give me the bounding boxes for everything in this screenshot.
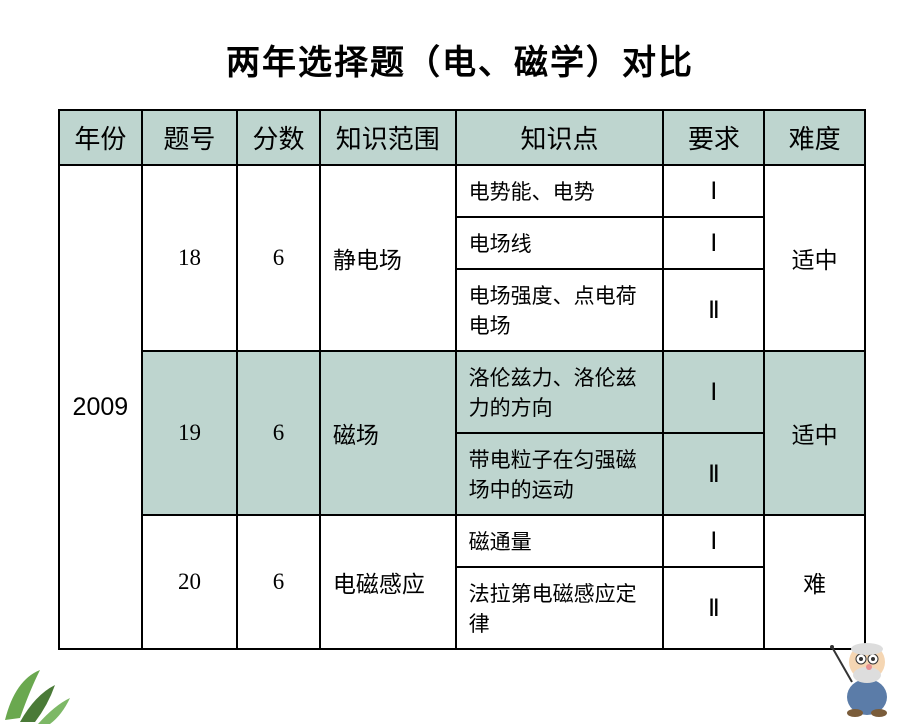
cell-scope: 磁场 bbox=[320, 351, 456, 515]
cell-kp: 电势能、电势 bbox=[456, 165, 664, 217]
table-row: 20 6 电磁感应 磁通量 Ⅰ 难 bbox=[59, 515, 865, 567]
teacher-character-icon bbox=[827, 627, 902, 717]
header-score: 分数 bbox=[237, 110, 320, 165]
header-diff: 难度 bbox=[764, 110, 865, 165]
cell-diff: 适中 bbox=[764, 165, 865, 351]
cell-req: Ⅱ bbox=[663, 567, 764, 649]
cell-kp: 磁通量 bbox=[456, 515, 664, 567]
cell-score: 6 bbox=[237, 165, 320, 351]
table-row: 19 6 磁场 洛伦兹力、洛伦兹力的方向 Ⅰ 适中 bbox=[59, 351, 865, 433]
table-header-row: 年份 题号 分数 知识范围 知识点 要求 难度 bbox=[59, 110, 865, 165]
cell-req: Ⅰ bbox=[663, 165, 764, 217]
table-row: 2009 18 6 静电场 电势能、电势 Ⅰ 适中 bbox=[59, 165, 865, 217]
header-scope: 知识范围 bbox=[320, 110, 456, 165]
header-year: 年份 bbox=[59, 110, 142, 165]
cell-req: Ⅱ bbox=[663, 269, 764, 351]
cell-req: Ⅰ bbox=[663, 515, 764, 567]
cell-score: 6 bbox=[237, 351, 320, 515]
cell-scope: 静电场 bbox=[320, 165, 456, 351]
leaf-decoration-icon bbox=[0, 650, 95, 725]
cell-diff: 适中 bbox=[764, 351, 865, 515]
cell-score: 6 bbox=[237, 515, 320, 649]
cell-kp: 电场强度、点电荷电场 bbox=[456, 269, 664, 351]
cell-kp: 电场线 bbox=[456, 217, 664, 269]
cell-kp: 带电粒子在匀强磁场中的运动 bbox=[456, 433, 664, 515]
header-qnum: 题号 bbox=[142, 110, 237, 165]
cell-qnum: 19 bbox=[142, 351, 237, 515]
header-kp: 知识点 bbox=[456, 110, 664, 165]
cell-qnum: 18 bbox=[142, 165, 237, 351]
cell-kp: 法拉第电磁感应定律 bbox=[456, 567, 664, 649]
cell-year: 2009 bbox=[59, 165, 142, 649]
cell-req: Ⅰ bbox=[663, 351, 764, 433]
cell-scope: 电磁感应 bbox=[320, 515, 456, 649]
comparison-table: 年份 题号 分数 知识范围 知识点 要求 难度 2009 18 6 静电场 电势… bbox=[58, 109, 866, 650]
cell-qnum: 20 bbox=[142, 515, 237, 649]
cell-req: Ⅱ bbox=[663, 433, 764, 515]
cell-req: Ⅰ bbox=[663, 217, 764, 269]
cell-kp: 洛伦兹力、洛伦兹力的方向 bbox=[456, 351, 664, 433]
header-req: 要求 bbox=[663, 110, 764, 165]
page-title: 两年选择题（电、磁学）对比 bbox=[0, 35, 920, 84]
